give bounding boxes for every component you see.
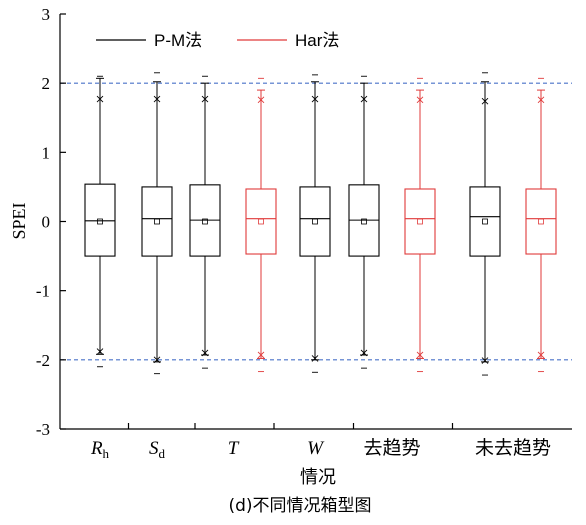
legend-label: P-M法 [154, 31, 202, 50]
mean-marker [97, 218, 103, 225]
y-axis-title: SPEI [9, 202, 29, 239]
legend-label: Har法 [295, 31, 339, 50]
percentile-marker [481, 97, 489, 105]
y-tick-label: 1 [42, 143, 51, 162]
mean-marker [361, 218, 367, 225]
percentile-marker [96, 95, 104, 103]
iqr-box [299, 186, 331, 257]
percentile-marker [201, 349, 209, 357]
percentile-marker [96, 348, 104, 355]
percentile-marker [257, 351, 265, 359]
y-tick-label: 2 [42, 74, 51, 93]
mean-marker [312, 218, 318, 225]
y-tick-label: -2 [36, 351, 50, 370]
iqr-box [469, 186, 501, 257]
box-element [84, 75, 116, 368]
mean-marker [202, 218, 208, 225]
legend: P-M法 Har法 [96, 31, 339, 50]
y-tick-label: 3 [42, 5, 51, 24]
percentile-marker [360, 349, 368, 357]
percentile-marker [360, 95, 368, 103]
percentile-marker [153, 356, 161, 364]
box-element [245, 77, 277, 373]
chart-caption: (d)不同情况箱型图 [228, 496, 371, 516]
y-tick-label: -1 [36, 282, 50, 301]
percentile-marker [153, 95, 161, 103]
x-category-label: 未去趋势 [475, 437, 551, 459]
x-category-label: W [307, 438, 325, 459]
box-element [404, 77, 436, 373]
percentile-marker [257, 96, 265, 104]
mean-marker [417, 218, 423, 225]
mean-marker [258, 218, 264, 225]
y-tick-label: -3 [36, 420, 50, 439]
y-ticks: 3 2 1 0 -1 -2 -3 [36, 5, 66, 439]
boxes [84, 72, 557, 376]
y-tick-label: 0 [42, 213, 51, 232]
box-element [525, 77, 557, 373]
x-category-label: T [228, 438, 240, 459]
box-element [469, 72, 501, 376]
box-element [189, 75, 221, 369]
percentile-marker [311, 95, 319, 103]
x-ticks: Rh Sd T W 去趋势 未去趋势 [90, 423, 551, 461]
x-axis-title: 情况 [300, 467, 336, 488]
percentile-marker [201, 95, 209, 103]
percentile-marker [416, 96, 424, 104]
iqr-box [245, 188, 277, 255]
mean-marker [482, 218, 488, 225]
x-category-label: Sd [149, 438, 166, 461]
box-element [299, 74, 331, 373]
percentile-marker [537, 96, 545, 104]
box-element [348, 75, 380, 369]
iqr-box [404, 188, 436, 255]
iqr-box [84, 183, 116, 257]
box-element [141, 72, 173, 375]
mean-marker [154, 218, 160, 225]
x-category-label: 去趋势 [363, 437, 420, 459]
percentile-marker [416, 351, 424, 359]
percentile-marker [481, 357, 489, 364]
iqr-box [525, 188, 557, 255]
x-category-label: Rh [90, 438, 110, 461]
percentile-marker [537, 351, 545, 359]
percentile-marker [311, 355, 319, 362]
iqr-box [141, 186, 173, 257]
mean-marker [538, 218, 544, 225]
